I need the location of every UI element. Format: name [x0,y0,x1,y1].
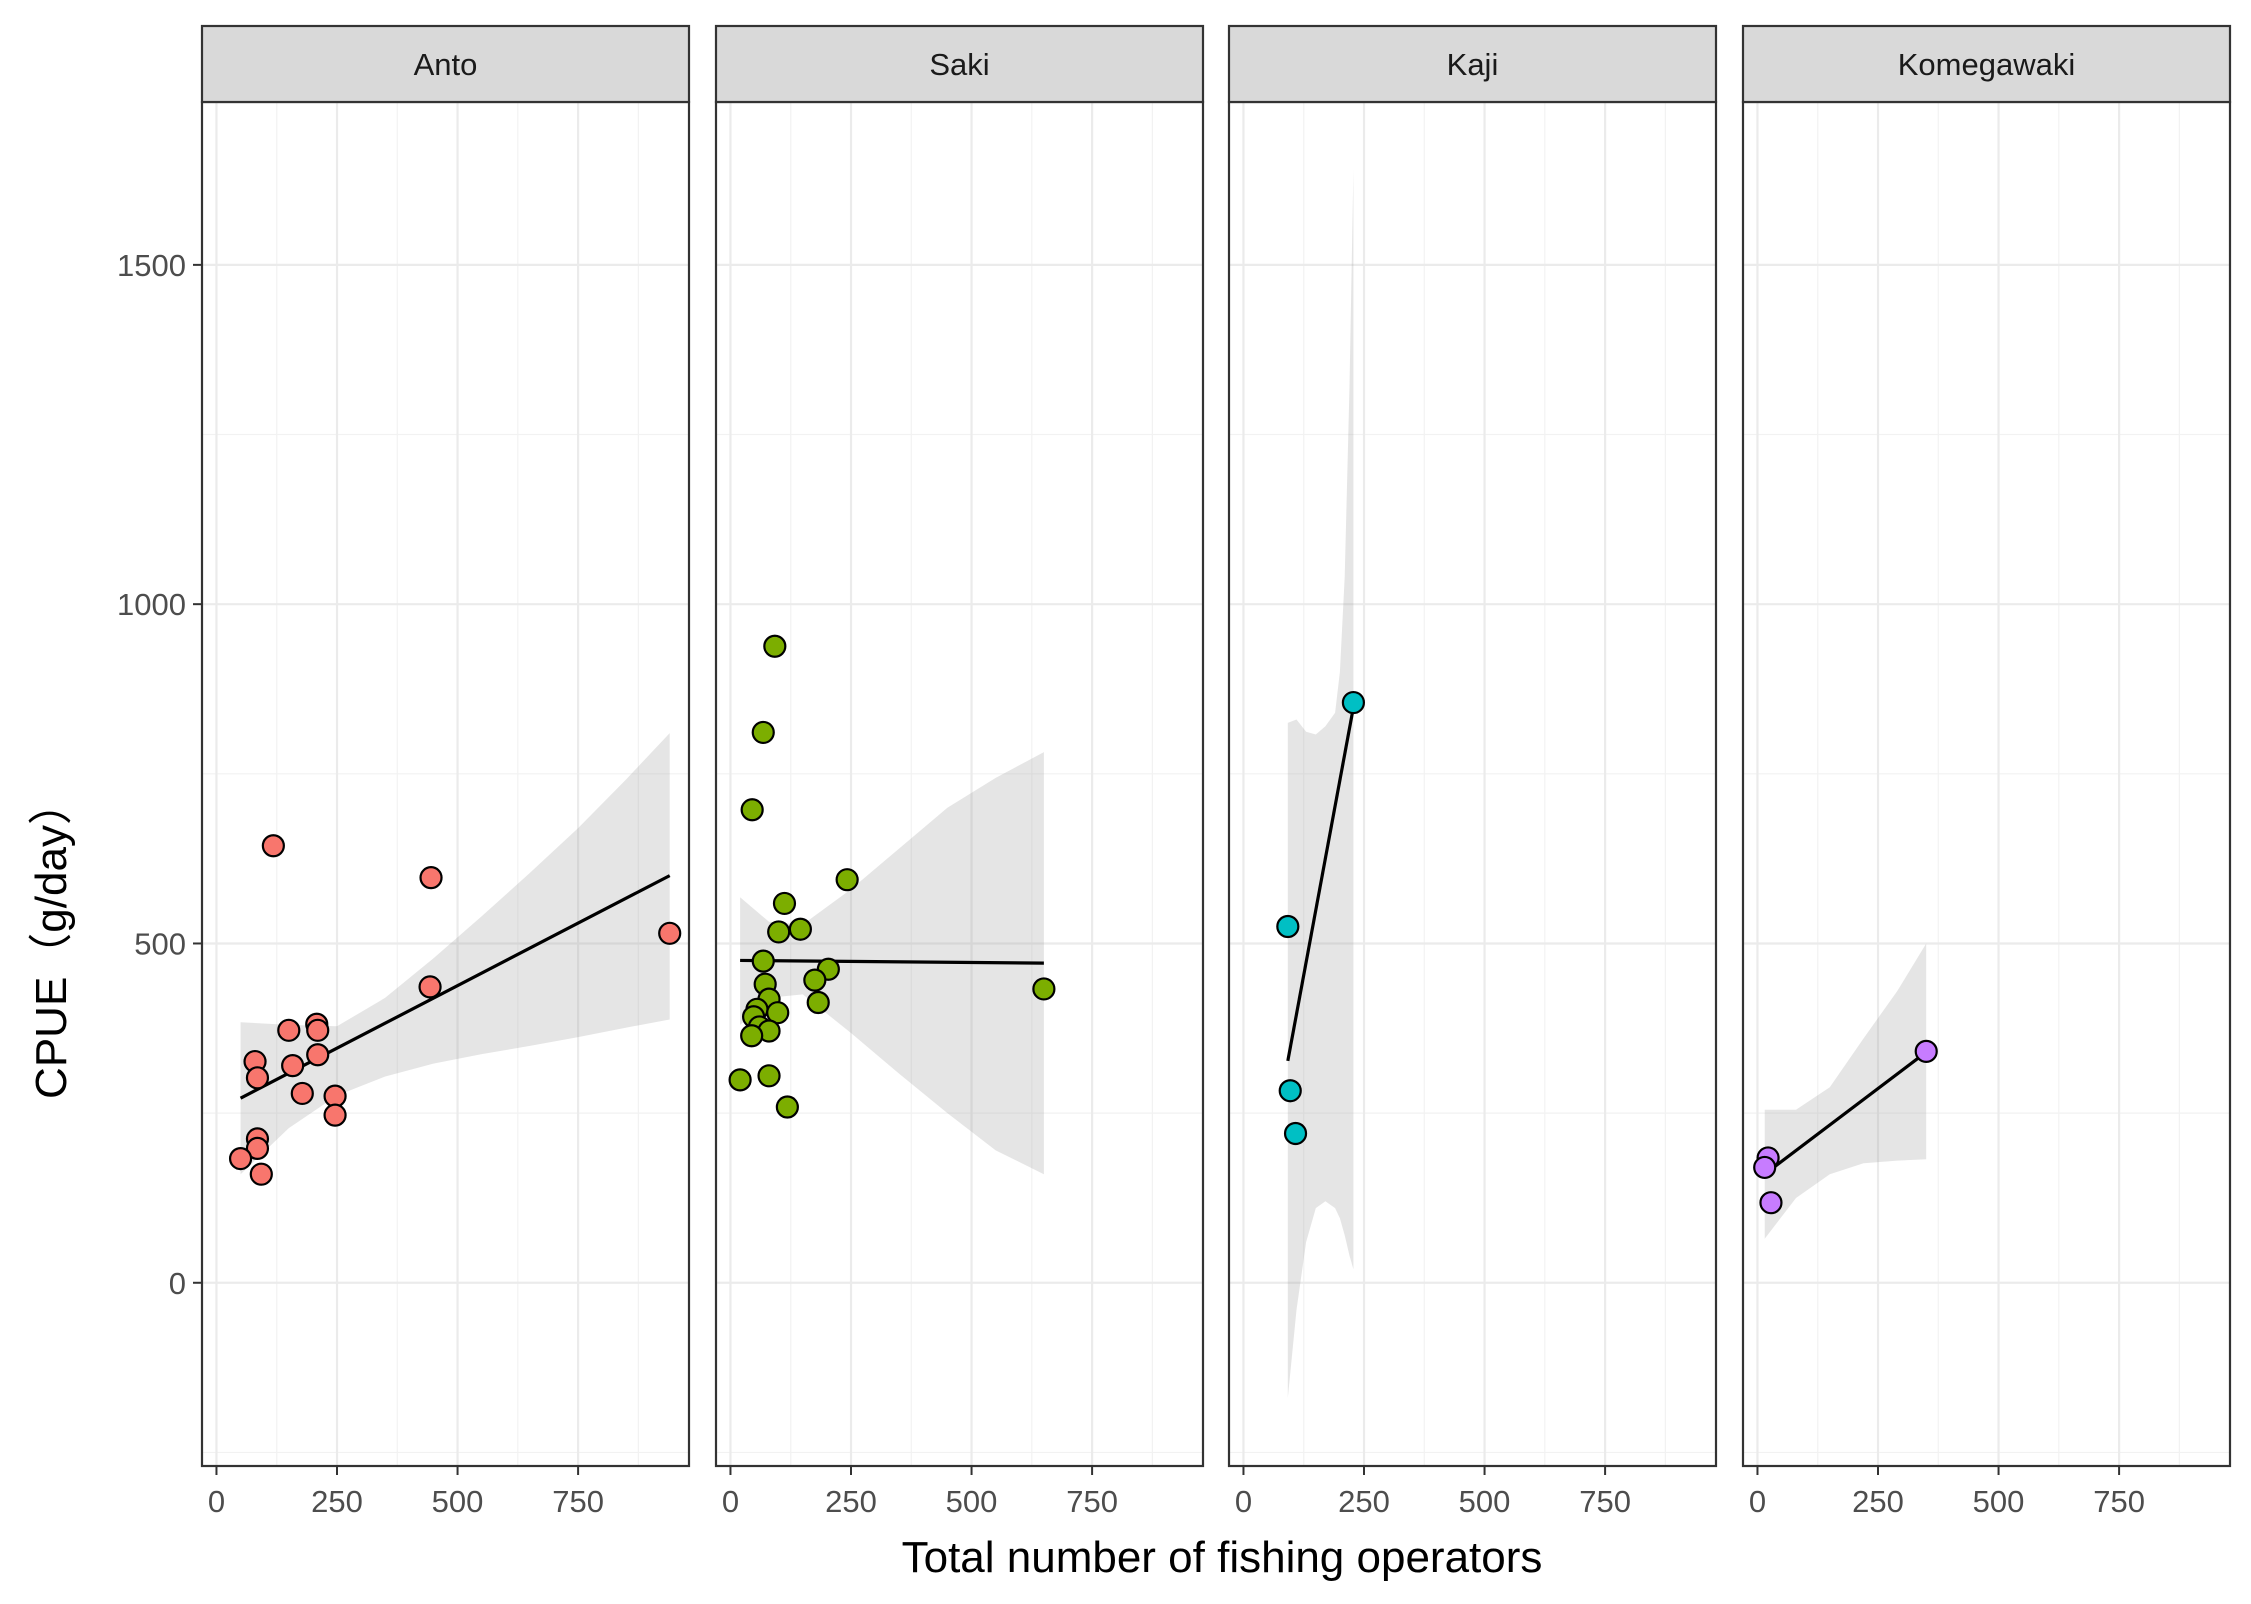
panel-background [1229,102,1716,1466]
regression-line [1763,1050,1928,1176]
facet-strip-label: Kaji [1447,47,1499,82]
data-point [763,634,787,658]
data-point [323,1103,347,1127]
data-point [1753,1155,1777,1180]
data-point [806,990,830,1015]
x-tick-label: 250 [825,1484,877,1519]
y-tick-label: 0 [169,1266,186,1301]
data-point [1278,1079,1302,1103]
facet-strip [1741,24,2232,104]
data-point [419,866,443,890]
data-point [728,1068,752,1092]
data-point [1032,977,1056,1001]
confidence-ribbon [1287,169,1354,1399]
data-point [751,720,775,745]
facet-strip-label: Anto [414,47,478,82]
data-point [788,917,812,941]
data-point [757,1064,781,1088]
data-point [261,834,285,858]
regression-line [740,958,1044,965]
panel-background [1743,102,2230,1466]
data-point [751,949,775,973]
y-tick-label: 500 [134,926,186,961]
data-point [803,968,827,992]
data-point [281,1054,305,1078]
facet-strip [200,24,691,104]
x-tick-label: 750 [552,1484,604,1519]
panel-kaji: Kaji 0 250 500 750 [1227,24,1718,1519]
panel-background [202,102,689,1466]
data-point [658,921,682,945]
x-tick-label: 0 [722,1484,739,1519]
panel-anto: Anto 0 250 500 750 [200,24,691,1519]
facet-strip [1227,24,1718,104]
data-point [323,1084,347,1108]
x-tick-label: 250 [311,1484,363,1519]
data-point [772,891,797,916]
x-tick-label: 500 [432,1484,484,1519]
x-axis-title: Total number of fishing operators [902,1533,1543,1582]
data-point [245,1066,270,1090]
x-tick-label: 750 [1579,1484,1631,1519]
y-axis: 0 500 1000 1500 [117,248,202,1301]
y-tick-label: 1500 [117,248,186,283]
y-axis-title: CPUE（g/day） [27,781,76,1099]
y-tick-label: 1000 [117,587,186,622]
data-point [1341,690,1366,715]
data-point [1759,1191,1783,1215]
data-point [766,1001,790,1025]
x-tick-label: 250 [1338,1484,1390,1519]
data-point [740,798,764,822]
data-point [290,1081,314,1106]
x-tick-label: 0 [208,1484,225,1519]
panels-layer: 0 500 1000 1500 Anto 0 250 500 750 Saki 0 250 500 750… [117,24,2232,1519]
data-point [1276,914,1300,939]
panel-background [716,102,1203,1466]
x-tick-label: 500 [1459,1484,1511,1519]
panel-komegawaki: Komegawaki 0 250 500 750 [1741,24,2232,1519]
data-point [775,1095,799,1119]
data-point [1914,1039,1938,1063]
data-point [306,1043,330,1067]
data-point [306,1018,330,1042]
data-point [767,920,791,944]
panel-saki: Saki 0 250 500 750 [714,24,1205,1519]
facet-strip-label: Komegawaki [1898,47,2075,82]
x-tick-label: 750 [2093,1484,2145,1519]
x-tick-label: 500 [946,1484,998,1519]
confidence-ribbon [1764,943,1927,1239]
data-point [418,975,442,999]
x-tick-label: 750 [1066,1484,1118,1519]
x-tick-label: 0 [1749,1484,1766,1519]
confidence-ribbon [240,733,670,1175]
facet-strip [714,24,1205,104]
x-tick-label: 500 [1973,1484,2025,1519]
regression-line [1286,707,1355,1062]
data-point [228,1146,253,1171]
data-point [835,868,859,892]
data-point [1283,1121,1308,1146]
x-tick-label: 0 [1235,1484,1252,1519]
facet-strip-label: Saki [929,47,989,82]
data-point [277,1018,301,1042]
data-point [249,1162,273,1186]
data-point [740,1024,764,1048]
x-tick-label: 250 [1852,1484,1904,1519]
data-point [245,1136,270,1161]
